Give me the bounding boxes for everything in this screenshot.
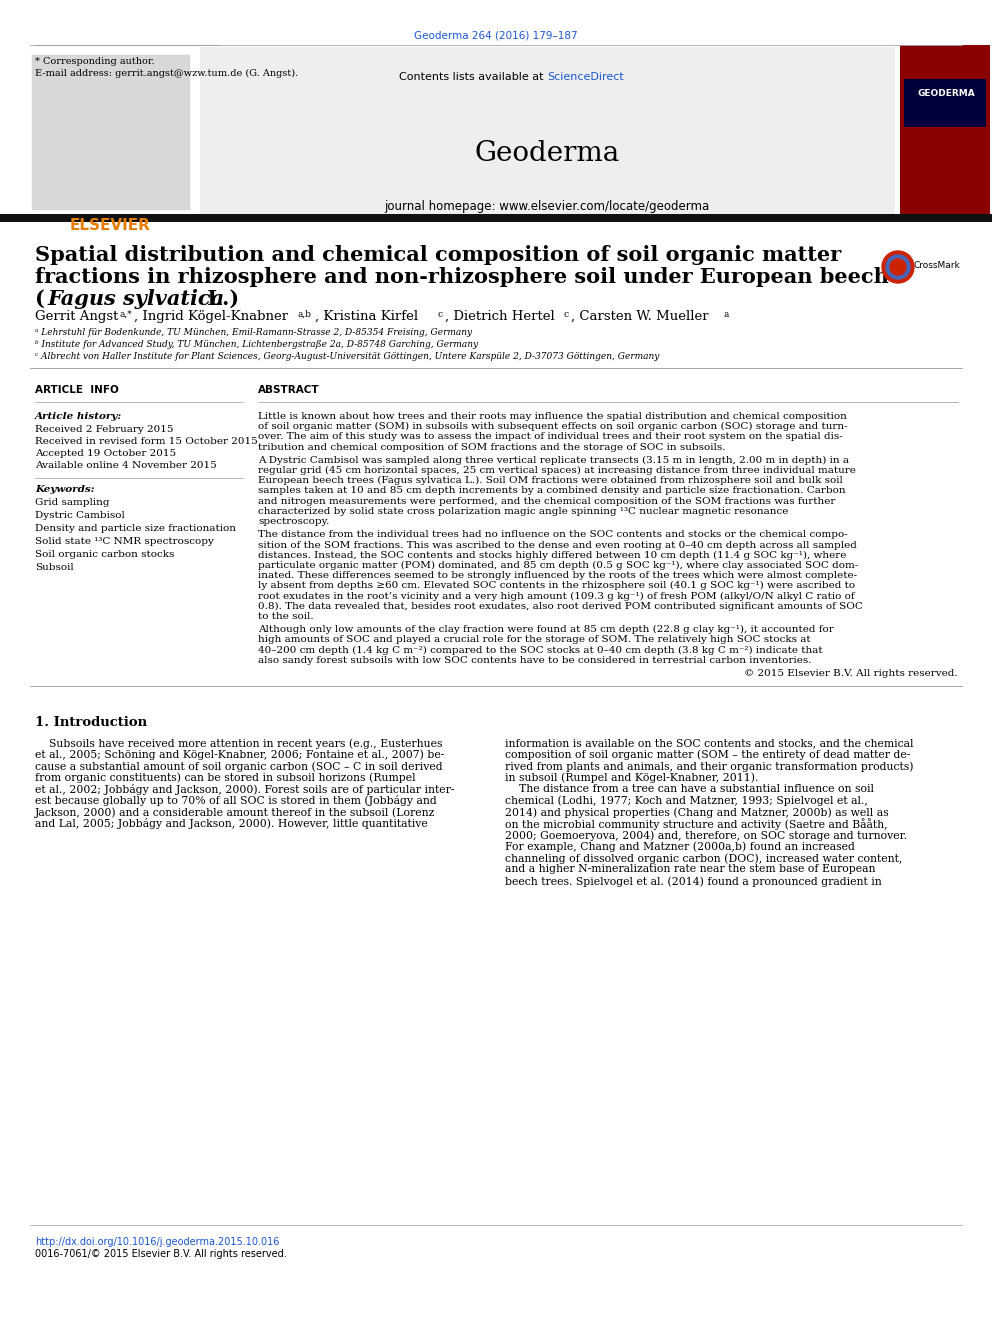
Text: c: c xyxy=(438,310,443,319)
Text: et al., 2002; Jobbágy and Jackson, 2000). Forest soils are of particular inter-: et al., 2002; Jobbágy and Jackson, 2000)… xyxy=(35,785,454,795)
Text: Received 2 February 2015: Received 2 February 2015 xyxy=(35,425,174,434)
Bar xyxy=(904,79,986,127)
Text: composition of soil organic matter (SOM – the entirety of dead matter de-: composition of soil organic matter (SOM … xyxy=(505,750,911,759)
Text: E-mail address: gerrit.angst@wzw.tum.de (G. Angst).: E-mail address: gerrit.angst@wzw.tum.de … xyxy=(35,69,299,78)
Text: chemical (Lodhi, 1977; Koch and Matzner, 1993; Spielvogel et al.,: chemical (Lodhi, 1977; Koch and Matzner,… xyxy=(505,795,868,806)
Circle shape xyxy=(890,259,906,275)
Text: Received in revised form 15 October 2015: Received in revised form 15 October 2015 xyxy=(35,437,258,446)
Text: on the microbial community structure and activity (Saetre and Bååth,: on the microbial community structure and… xyxy=(505,819,888,831)
Text: fractions in rhizosphere and non-rhizosphere soil under European beech: fractions in rhizosphere and non-rhizosp… xyxy=(35,267,889,287)
Text: Geoderma 264 (2016) 179–187: Geoderma 264 (2016) 179–187 xyxy=(415,30,577,40)
Text: ELSEVIER: ELSEVIER xyxy=(69,218,151,233)
Text: Available online 4 November 2015: Available online 4 November 2015 xyxy=(35,460,216,470)
Text: beech trees. Spielvogel et al. (2014) found a pronounced gradient in: beech trees. Spielvogel et al. (2014) fo… xyxy=(505,876,882,886)
Bar xyxy=(0,214,992,222)
Text: The distance from a tree can have a substantial influence on soil: The distance from a tree can have a subs… xyxy=(505,785,874,794)
Text: et al., 2005; Schöning and Kögel-Knabner, 2006; Fontaine et al., 2007) be-: et al., 2005; Schöning and Kögel-Knabner… xyxy=(35,750,444,759)
Text: Gerrit Angst: Gerrit Angst xyxy=(35,310,118,323)
Text: , Carsten W. Mueller: , Carsten W. Mueller xyxy=(571,310,708,323)
Text: Accepted 19 October 2015: Accepted 19 October 2015 xyxy=(35,448,177,458)
Text: * Corresponding author.: * Corresponding author. xyxy=(35,57,155,66)
Text: distances. Instead, the SOC contents and stocks highly differed between 10 cm de: distances. Instead, the SOC contents and… xyxy=(258,550,846,560)
Bar xyxy=(32,56,190,210)
Text: http://dx.doi.org/10.1016/j.geoderma.2015.10.016: http://dx.doi.org/10.1016/j.geoderma.201… xyxy=(35,1237,280,1248)
Text: Density and particle size fractionation: Density and particle size fractionation xyxy=(35,524,236,533)
Text: Soil organic carbon stocks: Soil organic carbon stocks xyxy=(35,550,175,560)
Text: A Dystric Cambisol was sampled along three vertical replicate transects (3.15 m : A Dystric Cambisol was sampled along thr… xyxy=(258,456,849,464)
Text: ᵇ Institute for Advanced Study, TU München, Lichtenbergstraße 2a, D-85748 Garchi: ᵇ Institute for Advanced Study, TU Münch… xyxy=(35,340,478,349)
Text: Article history:: Article history: xyxy=(35,411,122,421)
Text: a,b: a,b xyxy=(297,310,311,319)
Text: L.): L.) xyxy=(200,288,239,310)
Text: and a higher N-mineralization rate near the stem base of European: and a higher N-mineralization rate near … xyxy=(505,864,876,875)
Text: Geoderma: Geoderma xyxy=(474,140,620,167)
Text: European beech trees (Fagus sylvatica L.). Soil OM fractions were obtained from : European beech trees (Fagus sylvatica L.… xyxy=(258,476,843,486)
Text: inated. These differences seemed to be strongly influenced by the roots of the t: inated. These differences seemed to be s… xyxy=(258,572,857,579)
Circle shape xyxy=(882,251,914,283)
Text: characterized by solid state cross polarization magic angle spinning ¹³C nuclear: characterized by solid state cross polar… xyxy=(258,507,789,516)
Text: Fagus sylvatica: Fagus sylvatica xyxy=(47,288,224,310)
Text: tribution and chemical composition of SOM fractions and the storage of SOC in su: tribution and chemical composition of SO… xyxy=(258,443,725,451)
Text: ABSTRACT: ABSTRACT xyxy=(258,385,319,396)
Text: and Lal, 2005; Jobbágy and Jackson, 2000). However, little quantitative: and Lal, 2005; Jobbágy and Jackson, 2000… xyxy=(35,819,428,830)
Text: Contents lists available at: Contents lists available at xyxy=(399,71,547,82)
Text: © 2015 Elsevier B.V. All rights reserved.: © 2015 Elsevier B.V. All rights reserved… xyxy=(744,669,958,677)
Text: ᵃ Lehrstuhl für Bodenkunde, TU München, Emil-Ramann-Strasse 2, D-85354 Freising,: ᵃ Lehrstuhl für Bodenkunde, TU München, … xyxy=(35,328,472,337)
Text: Subsoil: Subsoil xyxy=(35,564,73,572)
Text: samples taken at 10 and 85 cm depth increments by a combined density and particl: samples taken at 10 and 85 cm depth incr… xyxy=(258,487,845,495)
Text: ly absent from depths ≥60 cm. Elevated SOC contents in the rhizosphere soil (40.: ly absent from depths ≥60 cm. Elevated S… xyxy=(258,581,855,590)
Text: Solid state ¹³C NMR spectroscopy: Solid state ¹³C NMR spectroscopy xyxy=(35,537,214,546)
Text: from organic constituents) can be stored in subsoil horizons (Rumpel: from organic constituents) can be stored… xyxy=(35,773,416,783)
Text: est because globally up to 70% of all SOC is stored in them (Jobbágy and: est because globally up to 70% of all SO… xyxy=(35,795,436,807)
Text: also sandy forest subsoils with low SOC contents have to be considered in terres: also sandy forest subsoils with low SOC … xyxy=(258,656,811,664)
Bar xyxy=(200,48,895,218)
Text: regular grid (45 cm horizontal spaces, 25 cm vertical spaces) at increasing dist: regular grid (45 cm horizontal spaces, 2… xyxy=(258,466,856,475)
Text: ᶜ Albrecht von Haller Institute for Plant Sciences, Georg-August-Universität Göt: ᶜ Albrecht von Haller Institute for Plan… xyxy=(35,352,660,361)
Text: 0016-7061/© 2015 Elsevier B.V. All rights reserved.: 0016-7061/© 2015 Elsevier B.V. All right… xyxy=(35,1249,287,1259)
Bar xyxy=(900,45,990,218)
Text: Although only low amounts of the clay fraction were found at 85 cm depth (22.8 g: Although only low amounts of the clay fr… xyxy=(258,626,833,634)
Text: and nitrogen measurements were performed, and the chemical composition of the SO: and nitrogen measurements were performed… xyxy=(258,496,835,505)
Text: 2000; Goemoeryova, 2004) and, therefore, on SOC storage and turnover.: 2000; Goemoeryova, 2004) and, therefore,… xyxy=(505,830,907,840)
Text: Subsoils have received more attention in recent years (e.g., Eusterhues: Subsoils have received more attention in… xyxy=(35,738,442,749)
Text: particulate organic matter (POM) dominated, and 85 cm depth (0.5 g SOC kg⁻¹), wh: particulate organic matter (POM) dominat… xyxy=(258,561,858,570)
Text: a: a xyxy=(724,310,729,319)
Text: For example, Chang and Matzner (2000a,b) found an increased: For example, Chang and Matzner (2000a,b)… xyxy=(505,841,855,852)
Text: Keywords:: Keywords: xyxy=(35,486,94,493)
Text: (: ( xyxy=(35,288,45,310)
Text: over. The aim of this study was to assess the impact of individual trees and the: over. The aim of this study was to asses… xyxy=(258,433,843,442)
Circle shape xyxy=(886,255,910,279)
Text: a,*: a,* xyxy=(119,310,132,319)
Text: ARTICLE  INFO: ARTICLE INFO xyxy=(35,385,119,396)
Text: 40–200 cm depth (1.4 kg C m⁻²) compared to the SOC stocks at 0–40 cm depth (3.8 : 40–200 cm depth (1.4 kg C m⁻²) compared … xyxy=(258,646,822,655)
Text: c: c xyxy=(564,310,569,319)
Text: of soil organic matter (SOM) in subsoils with subsequent effects on soil organic: of soil organic matter (SOM) in subsoils… xyxy=(258,422,847,431)
Text: channeling of dissolved organic carbon (DOC), increased water content,: channeling of dissolved organic carbon (… xyxy=(505,853,903,864)
Text: spectroscopy.: spectroscopy. xyxy=(258,517,329,527)
Text: information is available on the SOC contents and stocks, and the chemical: information is available on the SOC cont… xyxy=(505,738,914,747)
Text: rived from plants and animals, and their organic transformation products): rived from plants and animals, and their… xyxy=(505,761,914,771)
Text: Spatial distribution and chemical composition of soil organic matter: Spatial distribution and chemical compos… xyxy=(35,245,841,265)
Text: 2014) and physical properties (Chang and Matzner, 2000b) as well as: 2014) and physical properties (Chang and… xyxy=(505,807,889,818)
Text: Little is known about how trees and their roots may influence the spatial distri: Little is known about how trees and thei… xyxy=(258,411,847,421)
Text: , Ingrid Kögel-Knabner: , Ingrid Kögel-Knabner xyxy=(134,310,288,323)
Text: Grid sampling: Grid sampling xyxy=(35,497,109,507)
Text: in subsoil (Rumpel and Kögel-Knabner, 2011).: in subsoil (Rumpel and Kögel-Knabner, 20… xyxy=(505,773,758,783)
Text: GEODERMA: GEODERMA xyxy=(918,89,975,98)
Text: CrossMark: CrossMark xyxy=(914,261,960,270)
Text: journal homepage: www.elsevier.com/locate/geoderma: journal homepage: www.elsevier.com/locat… xyxy=(384,200,709,213)
Text: , Dietrich Hertel: , Dietrich Hertel xyxy=(445,310,555,323)
Text: 0.8). The data revealed that, besides root exudates, also root derived POM contr: 0.8). The data revealed that, besides ro… xyxy=(258,602,863,611)
Text: 1. Introduction: 1. Introduction xyxy=(35,716,147,729)
Text: , Kristina Kirfel: , Kristina Kirfel xyxy=(315,310,418,323)
Text: Jackson, 2000) and a considerable amount thereof in the subsoil (Lorenz: Jackson, 2000) and a considerable amount… xyxy=(35,807,435,818)
Text: to the soil.: to the soil. xyxy=(258,613,313,620)
Text: Dystric Cambisol: Dystric Cambisol xyxy=(35,511,125,520)
Text: root exudates in the root’s vicinity and a very high amount (109.3 g kg⁻¹) of fr: root exudates in the root’s vicinity and… xyxy=(258,591,855,601)
Text: sition of the SOM fractions. This was ascribed to the dense and even rooting at : sition of the SOM fractions. This was as… xyxy=(258,541,857,549)
Text: high amounts of SOC and played a crucial role for the storage of SOM. The relati: high amounts of SOC and played a crucial… xyxy=(258,635,810,644)
Text: ScienceDirect: ScienceDirect xyxy=(547,71,624,82)
Text: The distance from the individual trees had no influence on the SOC contents and : The distance from the individual trees h… xyxy=(258,531,848,540)
Text: cause a substantial amount of soil organic carbon (SOC – C in soil derived: cause a substantial amount of soil organ… xyxy=(35,761,442,771)
